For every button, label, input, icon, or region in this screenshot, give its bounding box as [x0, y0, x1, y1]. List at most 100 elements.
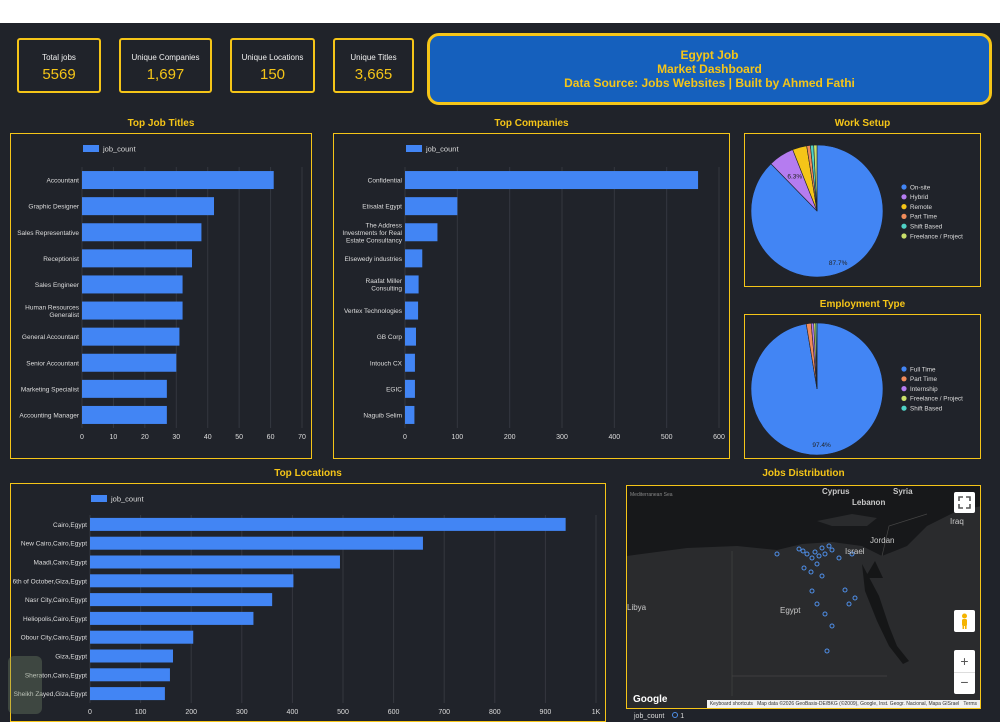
job-dot[interactable]: [852, 595, 858, 601]
job-dot[interactable]: [822, 611, 828, 617]
category-label: Human Resources: [25, 304, 80, 311]
bar: [90, 517, 566, 531]
map-land-svg: [627, 486, 980, 708]
job-dot[interactable]: [829, 623, 835, 629]
category-label: Etisalat Egypt: [362, 204, 402, 211]
bar: [90, 649, 173, 663]
bar: [90, 687, 165, 701]
job-dot[interactable]: [822, 551, 828, 557]
job-dot[interactable]: [846, 601, 852, 607]
map-attribution: Keyboard shortcuts Map data ©2026 GeoBas…: [706, 700, 980, 708]
map-terms-link[interactable]: Terms: [963, 701, 977, 707]
category-label: GB Corp: [377, 334, 403, 341]
legend-label: Shift Based: [910, 406, 943, 413]
x-tick-label: 700: [438, 709, 450, 716]
category-label: Vertex Technologies: [344, 308, 403, 315]
job-dot[interactable]: [808, 569, 814, 575]
x-tick-label: 600: [388, 709, 400, 716]
job-dot[interactable]: [812, 549, 818, 555]
job-dot[interactable]: [816, 553, 822, 559]
legend-dot: [901, 395, 907, 401]
map-legend: job_count 1: [634, 712, 684, 720]
job-dot[interactable]: [824, 648, 830, 654]
bar: [82, 223, 202, 242]
legend-label: Hybrid: [910, 194, 929, 201]
job-dot[interactable]: [801, 565, 807, 571]
map-keyboard-shortcuts[interactable]: Keyboard shortcuts: [709, 701, 753, 707]
category-label: Generalist: [49, 312, 79, 319]
x-tick-label: 600: [713, 434, 725, 441]
legend-swatch: [406, 145, 422, 152]
x-tick-label: 40: [204, 434, 212, 441]
jobs-distribution-map[interactable]: Mediterranean Sea Cyprus Syria Lebanon I…: [626, 485, 981, 709]
category-label: Sales Representative: [17, 230, 79, 237]
bar: [405, 301, 419, 320]
x-tick-label: 200: [185, 709, 197, 716]
job-dot[interactable]: [809, 588, 815, 594]
job-dot[interactable]: [774, 551, 780, 557]
job-dot[interactable]: [800, 548, 806, 554]
job-dot[interactable]: [814, 561, 820, 567]
job-dot[interactable]: [796, 546, 802, 552]
category-label: Giza,Egypt: [55, 654, 87, 661]
kpi-total-jobs: Total jobs 5569: [17, 38, 101, 93]
category-label: 6th of October,Giza,Egypt: [13, 578, 88, 585]
map-pegman-button[interactable]: [954, 610, 975, 632]
kpi-unique-locations-label: Unique Locations: [241, 53, 304, 62]
google-logo: Google: [633, 694, 668, 705]
map-label-egypt: Egypt: [780, 606, 801, 615]
job-dot[interactable]: [826, 543, 832, 549]
map-label-jordan: Jordan: [870, 536, 895, 545]
bar: [405, 327, 416, 346]
map-zoom-out-button[interactable]: −: [954, 672, 975, 694]
chart-top-companies: job_count 0 100 200 300 400 500 600 Confidential…: [333, 133, 730, 459]
dashboard-banner: Egypt Job Market Dashboard Data Source: …: [427, 33, 992, 105]
bar: [90, 593, 273, 607]
bar: [405, 275, 419, 294]
category-label: Raafat Miller: [366, 278, 403, 285]
category-label: Naguib Selim: [363, 412, 402, 419]
x-tick-label: 500: [661, 434, 673, 441]
job-dot[interactable]: [836, 555, 842, 561]
category-label: Estate Consultancy: [346, 237, 403, 244]
job-dot[interactable]: [804, 551, 810, 557]
kpi-unique-companies-value: 1,697: [146, 66, 185, 83]
job-dot[interactable]: [849, 551, 855, 557]
job-dot[interactable]: [819, 545, 825, 551]
top-white-bar: [0, 0, 1000, 23]
kpi-unique-companies-label: Unique Companies: [131, 53, 200, 62]
bar: [82, 249, 192, 268]
map-zoom-in-button[interactable]: +: [960, 653, 969, 669]
bar: [82, 353, 177, 372]
legend-dot: [901, 213, 907, 219]
chart-employment-type: 97.4% Full Time Part Time Internship Freelan…: [744, 314, 981, 459]
job-dot[interactable]: [842, 587, 848, 593]
category-label: Investments for Real: [342, 230, 402, 237]
x-tick-label: 900: [540, 709, 552, 716]
map-legend-label: job_count: [634, 713, 665, 720]
job-dot[interactable]: [829, 547, 835, 553]
x-tick-label: 0: [88, 709, 92, 716]
map-gulf-aqaba: [865, 561, 883, 578]
title-top-job-titles: Top Job Titles: [127, 118, 195, 129]
map-fullscreen-button[interactable]: [954, 492, 975, 513]
chart-top-locations: job_count 0 100 200 300 400 500 600 700 800 900 1K C…: [10, 483, 606, 722]
map-land-cyprus: [817, 514, 877, 526]
bar: [82, 405, 167, 424]
job-dot[interactable]: [809, 555, 815, 561]
bar: [90, 536, 423, 550]
bar: [405, 197, 458, 216]
category-label: Accountant: [46, 178, 79, 185]
job-dot[interactable]: [819, 573, 825, 579]
chart-top-companies-svg: job_count 0 100 200 300 400 500 600 Confidential…: [342, 145, 725, 442]
job-dot[interactable]: [814, 601, 820, 607]
pegman-icon: [962, 613, 967, 629]
x-tick-label: 800: [489, 709, 501, 716]
chart-work-setup-svg: 87.7% 6.3% On-site Hybrid Remote Part Time Shi…: [750, 144, 963, 278]
legend-label: job_count: [110, 495, 144, 504]
x-tick-label: 60: [267, 434, 275, 441]
chart-top-job-titles: job_count 0 10 20 30 40 50 60 70 Accountant Graphi…: [10, 133, 312, 459]
x-tick-label: 100: [451, 434, 463, 441]
map-zoom-controls: + −: [954, 650, 975, 694]
bar: [82, 301, 183, 320]
